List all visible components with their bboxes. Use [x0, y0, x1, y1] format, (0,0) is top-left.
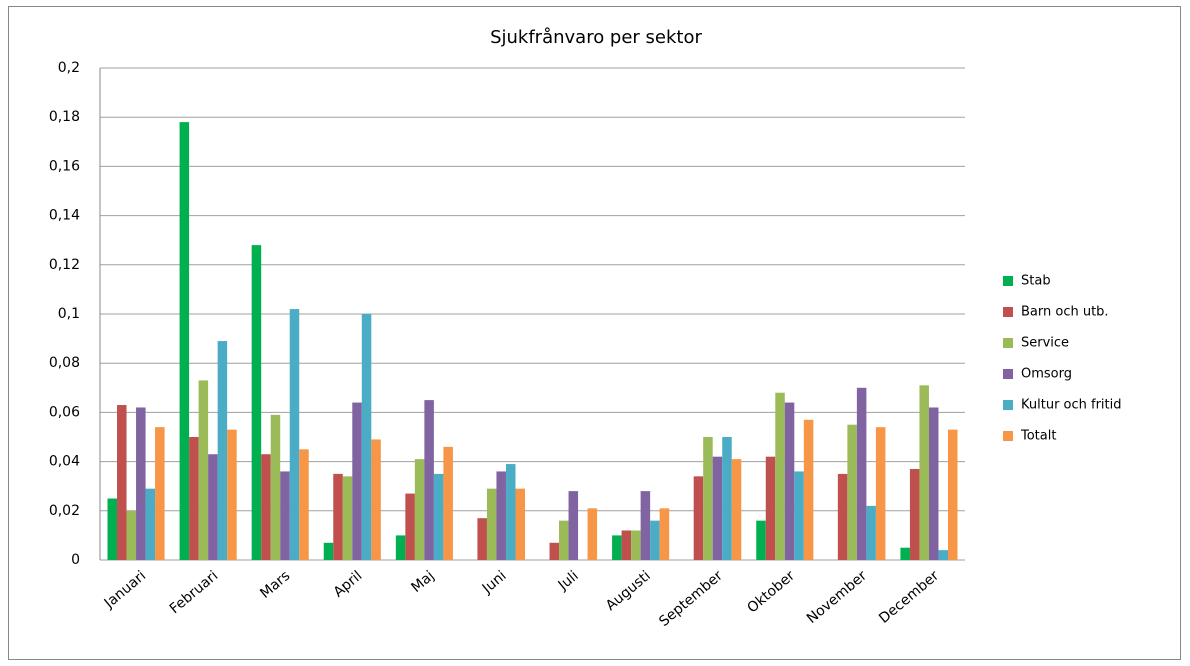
bar [612, 535, 622, 560]
y-tick-label: 0,04 [49, 454, 80, 470]
bar [909, 468, 920, 560]
y-tick-label: 0,2 [58, 60, 80, 76]
bar [587, 508, 598, 560]
bar [405, 493, 415, 560]
bar [443, 446, 453, 560]
bar [496, 471, 506, 560]
bar [136, 407, 146, 560]
bar [756, 520, 766, 560]
legend-label: Totalt [1020, 429, 1056, 444]
bar [299, 449, 309, 560]
bar [270, 414, 281, 560]
bar [179, 122, 190, 561]
y-tick-label: 0,16 [49, 158, 80, 174]
bar [559, 520, 569, 560]
y-tick-label: 0 [71, 552, 80, 568]
bar [621, 530, 632, 560]
bar [208, 454, 218, 560]
bar [433, 473, 444, 560]
bar [227, 429, 237, 560]
bar [722, 437, 732, 560]
bar [145, 488, 156, 560]
bar [155, 427, 165, 560]
chart-title: Sjukfrånvaro per sektor [490, 27, 702, 48]
legend-swatch [1003, 369, 1013, 379]
bar [712, 456, 723, 560]
y-tick-label: 0,12 [49, 257, 80, 273]
legend-label: Omsorg [1021, 367, 1072, 382]
bar [659, 508, 670, 560]
bar [352, 402, 362, 560]
bar [261, 454, 271, 560]
legend-swatch [1003, 338, 1013, 348]
bar [928, 407, 939, 560]
bar [126, 510, 137, 560]
bar [289, 309, 300, 560]
bar [856, 387, 867, 560]
bar [631, 530, 641, 560]
bar [794, 471, 804, 560]
bar [731, 459, 742, 560]
bar [414, 459, 425, 560]
y-tick-label: 0,18 [49, 109, 80, 125]
bar [947, 429, 958, 560]
bar [938, 550, 948, 560]
bar [900, 547, 910, 560]
bar [198, 380, 209, 560]
legend-swatch [1003, 276, 1013, 286]
y-tick-label: 0,14 [49, 208, 80, 224]
bar [640, 491, 651, 560]
bar [784, 402, 795, 560]
bar [395, 535, 406, 560]
bar [477, 518, 487, 560]
bar [333, 473, 343, 560]
bar [650, 520, 660, 560]
bar [107, 498, 118, 560]
bar [217, 341, 228, 560]
bar [775, 392, 785, 560]
bar [505, 464, 516, 560]
y-tick-label: 0,1 [58, 306, 80, 322]
legend-swatch [1003, 307, 1013, 317]
bar [847, 424, 857, 560]
bar [117, 405, 127, 560]
bar [515, 488, 525, 560]
legend-label: Service [1021, 336, 1069, 351]
bar [280, 471, 290, 560]
bar [837, 473, 848, 560]
bar [693, 476, 704, 560]
y-tick-label: 0,02 [49, 503, 80, 519]
bar [371, 439, 381, 560]
bar [342, 476, 353, 560]
legend-label: Barn och utb. [1021, 305, 1109, 320]
y-tick-label: 0,08 [49, 355, 80, 371]
bar [803, 419, 814, 560]
bar [189, 437, 199, 560]
bar [424, 400, 434, 560]
bar [765, 456, 776, 560]
legend-swatch [1003, 400, 1013, 410]
bar [875, 427, 886, 560]
bar [866, 505, 876, 560]
bar [323, 542, 334, 560]
bar [549, 542, 560, 560]
bar [703, 437, 713, 560]
bar [361, 314, 372, 560]
y-tick-label: 0,06 [49, 404, 80, 420]
legend-label: Stab [1021, 274, 1051, 289]
bar [486, 488, 497, 560]
bar [919, 385, 929, 560]
bar [568, 491, 579, 560]
bar [251, 245, 262, 560]
legend-swatch [1003, 431, 1013, 441]
legend-label: Kultur och fritid [1021, 398, 1122, 413]
